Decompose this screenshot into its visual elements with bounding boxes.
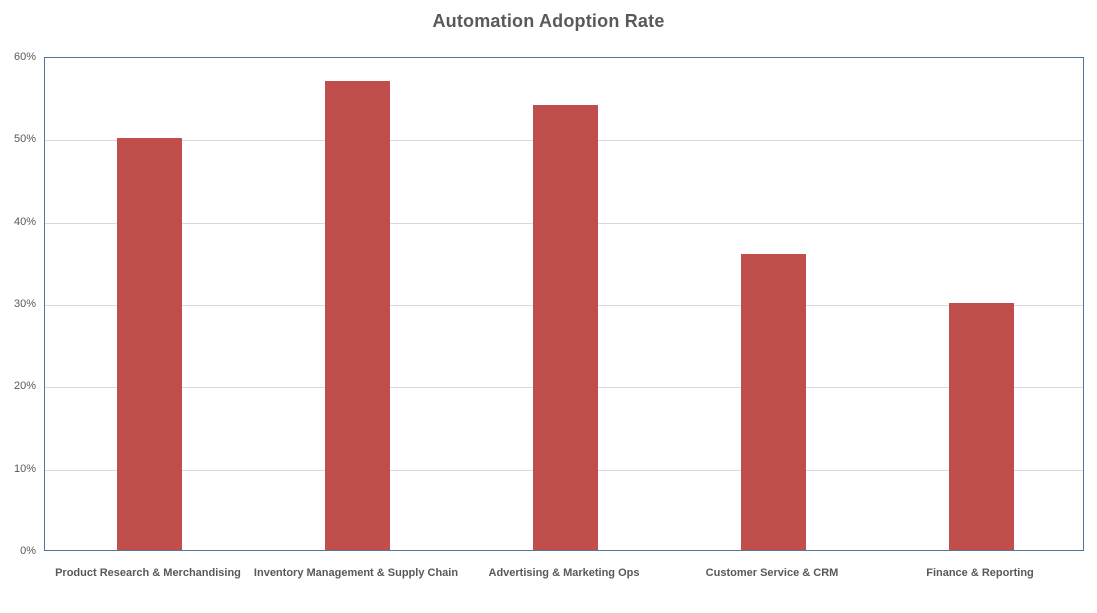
y-axis-tick-label: 40%	[13, 215, 36, 228]
chart-title: Automation Adoption Rate	[432, 11, 665, 31]
x-axis-category-label: Product Research & Merchandising	[55, 567, 241, 579]
x-axis-category-label: Inventory Management & Supply Chain	[253, 567, 459, 579]
bar	[532, 105, 598, 550]
x-axis-category-label: Advertising & Marketing Ops	[488, 567, 640, 579]
plot-area	[44, 57, 1084, 551]
bar	[324, 80, 390, 550]
bar	[116, 138, 182, 550]
y-axis-tick-label: 60%	[13, 51, 36, 63]
y-axis-tick-label: 50%	[13, 133, 36, 146]
bar	[948, 303, 1014, 550]
x-axis-category-label: Finance & Reporting	[926, 567, 1034, 579]
bar	[740, 253, 806, 550]
y-axis-tick-label: 30%	[13, 298, 36, 310]
y-axis-tick-label: 10%	[13, 462, 36, 475]
y-axis-tick-label: 0%	[20, 545, 36, 557]
y-axis-tick-label: 20%	[13, 380, 36, 393]
x-axis-category-label: Customer Service & CRM	[705, 567, 839, 579]
